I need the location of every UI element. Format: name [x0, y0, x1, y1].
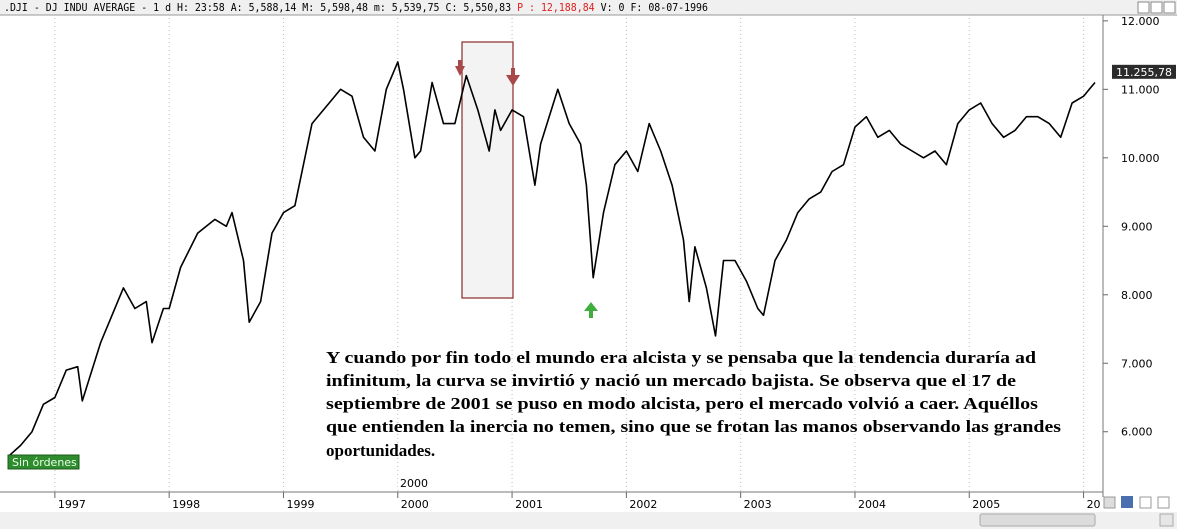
x-axis: 1997 1998 1999 2000 2001 2002 2003 2004 2005 2006 — [54, 492, 1115, 511]
y-tick-label: 6.000 — [1121, 426, 1153, 439]
prev-close: P : 12,188,84 — [517, 1, 595, 14]
tool-button[interactable] — [1157, 496, 1170, 509]
annotation-line: infinitum, la curva se invirtió y nació … — [326, 371, 1017, 390]
tool-button[interactable] — [1139, 496, 1152, 509]
high: M: 5,598,48 — [302, 1, 368, 14]
maximize-button[interactable] — [1150, 1, 1163, 14]
x-tick-label: 1997 — [58, 498, 86, 511]
symbol: .DJI - DJ INDU AVERAGE - 1 d — [4, 1, 171, 14]
minimize-button[interactable] — [1137, 1, 1150, 14]
cursor-label: 2000 — [400, 477, 428, 490]
tool-button[interactable] — [1103, 496, 1116, 509]
down-arrow — [506, 68, 520, 86]
orders-button-label: Sin órdenes — [12, 456, 77, 469]
window-buttons — [1137, 1, 1176, 14]
y-tick-label: 10.000 — [1121, 152, 1160, 165]
series — [8, 61, 1096, 457]
annotation-line: que entienden la inercia no temen, sino … — [326, 417, 1061, 436]
x-tick-label: 1998 — [172, 498, 200, 511]
highlight-box — [461, 41, 514, 299]
x-tick-label: 1999 — [286, 498, 314, 511]
date: F: 08-07-1996 — [630, 1, 708, 14]
last-price-box — [1112, 64, 1176, 79]
x-tick-label: 2006 — [1087, 498, 1115, 511]
down-arrow — [455, 60, 465, 76]
y-axis: 6.000 7.000 8.000 9.000 10.000 11.000 12.000 11… — [1103, 15, 1176, 439]
annotation-line: oportunidades. — [326, 441, 435, 460]
volume: V: 0 — [601, 1, 625, 14]
header-bar — [0, 0, 1177, 15]
x-tick-label: 2004 — [858, 498, 886, 511]
annotation-line: septiembre de 2001 se puso en modo alcis… — [326, 394, 1038, 413]
x-tick-label: 2000 — [401, 498, 429, 511]
toolbar — [1103, 496, 1170, 509]
y-tick-label: 9.000 — [1121, 220, 1153, 233]
annotation: Y cuando por fin todo el mundo era alcis… — [326, 348, 1061, 460]
x-tick-label: 2005 — [972, 498, 1000, 511]
scrollbar-button[interactable] — [1159, 513, 1174, 527]
scrollbar-thumb[interactable] — [979, 513, 1096, 527]
up-arrow — [584, 302, 598, 318]
y-tick-label: 11.000 — [1121, 83, 1160, 96]
last-price-label: 11.255,78 — [1116, 66, 1172, 79]
orders-button[interactable] — [7, 454, 80, 470]
cursor-label-box — [398, 476, 425, 490]
open: A: 5,588,14 — [231, 1, 297, 14]
y-tick-label: 12.000 — [1121, 15, 1160, 28]
close: C: 5,550,83 — [445, 1, 511, 14]
scrollbar-track — [0, 512, 1177, 529]
x-tick-label: 2003 — [744, 498, 772, 511]
y-tick-label: 7.000 — [1121, 357, 1153, 370]
y-tick-label: 8.000 — [1121, 289, 1153, 302]
x-tick-label: 2002 — [629, 498, 657, 511]
time: H: 23:58 — [177, 1, 225, 14]
header-text: .DJI - DJ INDU AVERAGE - 1 d H: 23:58 A:… — [4, 1, 708, 14]
close-button[interactable] — [1163, 1, 1176, 14]
low: m: 5,539,75 — [374, 1, 440, 14]
annotation-line: Y cuando por fin todo el mundo era alcis… — [326, 348, 1037, 367]
x-tick-label: 2001 — [515, 498, 543, 511]
save-button[interactable] — [1121, 496, 1133, 508]
price-line — [8, 61, 1096, 457]
